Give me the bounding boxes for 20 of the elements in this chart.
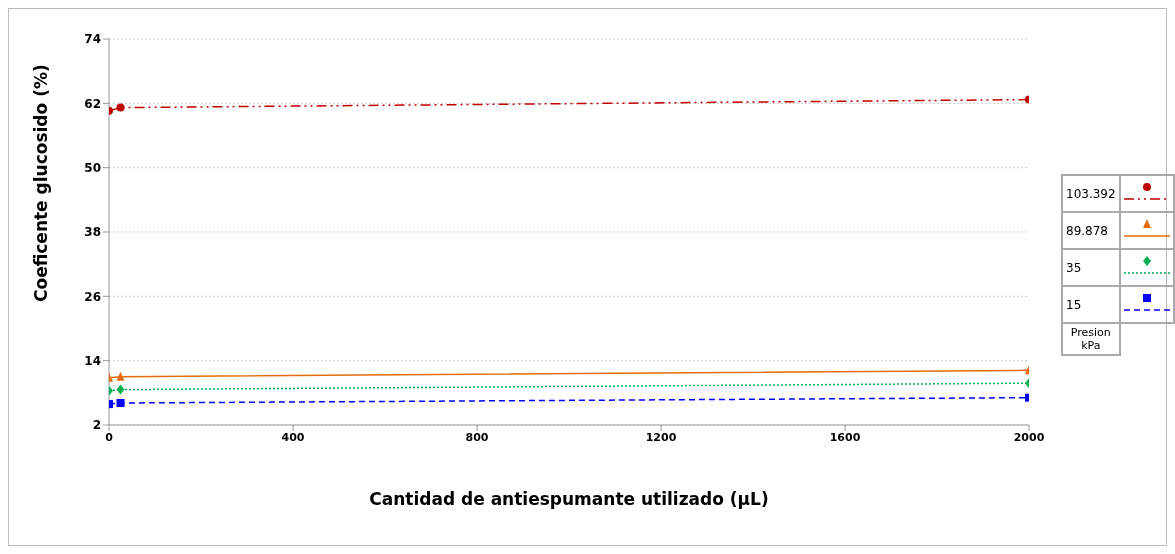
y-tick-label: 38 [84, 225, 101, 240]
legend-label: 89.878 [1062, 212, 1120, 249]
x-tick-label: 400 [281, 430, 305, 444]
y-tick-label: 62 [84, 96, 101, 111]
legend-title: Presion kPa [1065, 326, 1117, 352]
text: 35 [1062, 249, 1120, 286]
y-axis-title: Coeficente glucosido (%) [31, 64, 52, 302]
y-tick-label: 2 [92, 418, 101, 433]
y-tick-label: 74 [84, 32, 101, 47]
y-tick-label: 50 [84, 160, 101, 175]
y-tick-label: 14 [84, 353, 101, 368]
x-tick-label: 2000 [1013, 430, 1045, 444]
x-axis-title: Cantidad de antiespumante utilizado (µL) [369, 489, 769, 509]
x-tick-label: 0 [105, 430, 114, 444]
x-tick-label: 1600 [829, 430, 861, 444]
text: 15 [1062, 286, 1120, 323]
x-tick-label: 800 [465, 430, 489, 444]
x-tick-label: 1200 [645, 430, 677, 444]
y-tick-label: 26 [84, 289, 101, 304]
legend-label: 103.392 [1062, 175, 1120, 212]
